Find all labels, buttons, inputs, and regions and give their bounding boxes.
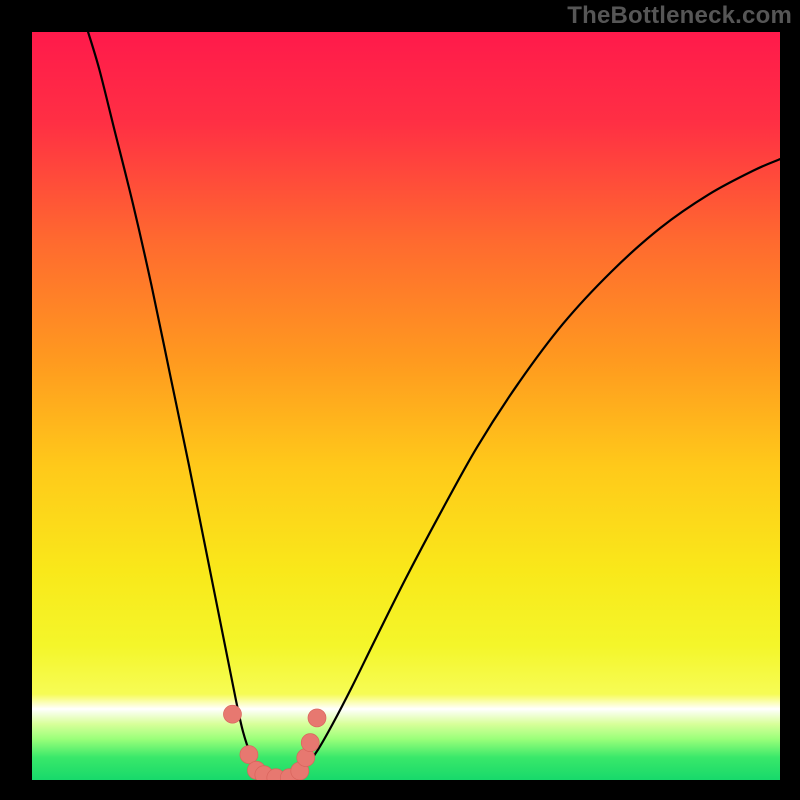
data-marker — [223, 705, 241, 723]
bottleneck-chart — [0, 0, 800, 800]
data-marker — [301, 734, 319, 752]
data-marker — [240, 746, 258, 764]
data-marker — [308, 709, 326, 727]
plot-background — [32, 32, 780, 780]
watermark-text: TheBottleneck.com — [567, 2, 792, 30]
